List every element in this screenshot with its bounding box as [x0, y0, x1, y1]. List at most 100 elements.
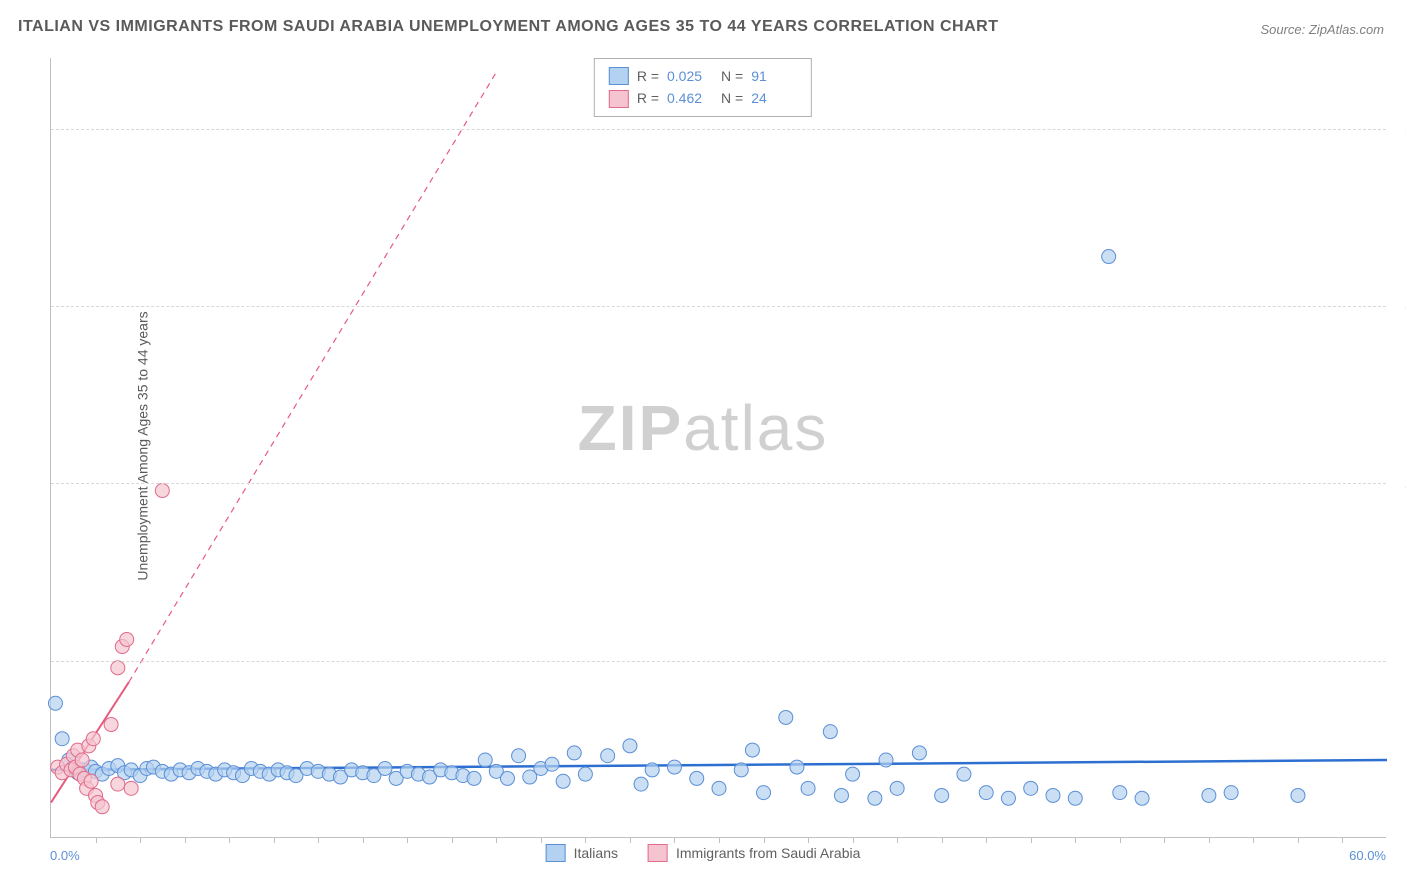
data-point [623, 739, 637, 753]
data-point [757, 786, 771, 800]
legend-swatch [546, 844, 566, 862]
x-tick [140, 837, 141, 843]
data-point [834, 788, 848, 802]
data-point [1046, 788, 1060, 802]
data-point [1202, 788, 1216, 802]
x-tick [407, 837, 408, 843]
gridline-h [51, 483, 1386, 484]
y-tick-label: 12.5% [1392, 653, 1406, 668]
legend-n-label: N = [721, 87, 743, 109]
data-point [500, 771, 514, 785]
plot-area: 12.5%25.0%37.5%50.0% [50, 58, 1386, 838]
data-point [634, 777, 648, 791]
data-point [779, 710, 793, 724]
data-point [155, 484, 169, 498]
x-tick [897, 837, 898, 843]
data-point [712, 781, 726, 795]
legend-swatch [609, 90, 629, 108]
data-point [378, 762, 392, 776]
x-tick [1031, 837, 1032, 843]
x-tick [452, 837, 453, 843]
x-tick [1120, 837, 1121, 843]
data-point [1024, 781, 1038, 795]
data-point [512, 749, 526, 763]
y-tick-label: 37.5% [1392, 299, 1406, 314]
x-tick [541, 837, 542, 843]
legend-swatch [648, 844, 668, 862]
y-tick-label: 50.0% [1392, 121, 1406, 136]
data-point [1068, 791, 1082, 805]
data-point [879, 753, 893, 767]
data-point [890, 781, 904, 795]
gridline-h [51, 661, 1386, 662]
x-tick [363, 837, 364, 843]
gridline-h [51, 306, 1386, 307]
x-tick [1342, 837, 1343, 843]
legend-n-value: 91 [751, 65, 797, 87]
x-tick [96, 837, 97, 843]
x-tick [1209, 837, 1210, 843]
x-tick [1253, 837, 1254, 843]
x-axis-origin-label: 0.0% [50, 848, 80, 863]
data-point [86, 732, 100, 746]
legend-series-label: Immigrants from Saudi Arabia [676, 845, 860, 861]
gridline-h [51, 129, 1386, 130]
y-tick-label: 25.0% [1392, 476, 1406, 491]
data-point [1135, 791, 1149, 805]
data-point [868, 791, 882, 805]
x-tick [1164, 837, 1165, 843]
trend-line-extrapolated [129, 72, 496, 682]
x-tick [719, 837, 720, 843]
data-point [567, 746, 581, 760]
legend-r-value: 0.025 [667, 65, 713, 87]
legend-n-value: 24 [751, 87, 797, 109]
data-point [578, 767, 592, 781]
x-tick [764, 837, 765, 843]
data-point [84, 774, 98, 788]
data-point [1113, 786, 1127, 800]
data-point [55, 732, 69, 746]
data-point [1224, 786, 1238, 800]
x-tick [585, 837, 586, 843]
data-point [801, 781, 815, 795]
x-tick [318, 837, 319, 843]
data-point [690, 771, 704, 785]
x-tick [496, 837, 497, 843]
legend-series: Italians Immigrants from Saudi Arabia [546, 844, 861, 862]
data-point [467, 771, 481, 785]
data-point [912, 746, 926, 760]
data-point [556, 774, 570, 788]
data-point [846, 767, 860, 781]
data-point [48, 696, 62, 710]
data-point [95, 800, 109, 814]
data-point [935, 788, 949, 802]
x-tick [674, 837, 675, 843]
data-point [1291, 788, 1305, 802]
x-tick [1075, 837, 1076, 843]
legend-series-label: Italians [574, 845, 618, 861]
data-point [667, 760, 681, 774]
legend-row: R =0.462N =24 [609, 87, 797, 109]
x-tick [229, 837, 230, 843]
data-point [734, 763, 748, 777]
legend-series-item: Italians [546, 844, 618, 862]
data-point [478, 753, 492, 767]
legend-n-label: N = [721, 65, 743, 87]
data-point [979, 786, 993, 800]
x-tick [274, 837, 275, 843]
data-point [823, 725, 837, 739]
source-attribution: Source: ZipAtlas.com [1260, 22, 1384, 37]
data-point [120, 632, 134, 646]
data-point [1001, 791, 1015, 805]
data-point [1102, 250, 1116, 264]
data-point [111, 661, 125, 675]
legend-row: R = 0.025 N = 91 [609, 65, 797, 87]
data-point [111, 777, 125, 791]
legend-r-label: R = [637, 87, 659, 109]
legend-r-label: R = [637, 65, 659, 87]
data-point [75, 753, 89, 767]
legend-swatch [609, 67, 629, 85]
chart-svg [51, 58, 1386, 837]
data-point [545, 757, 559, 771]
x-tick [630, 837, 631, 843]
